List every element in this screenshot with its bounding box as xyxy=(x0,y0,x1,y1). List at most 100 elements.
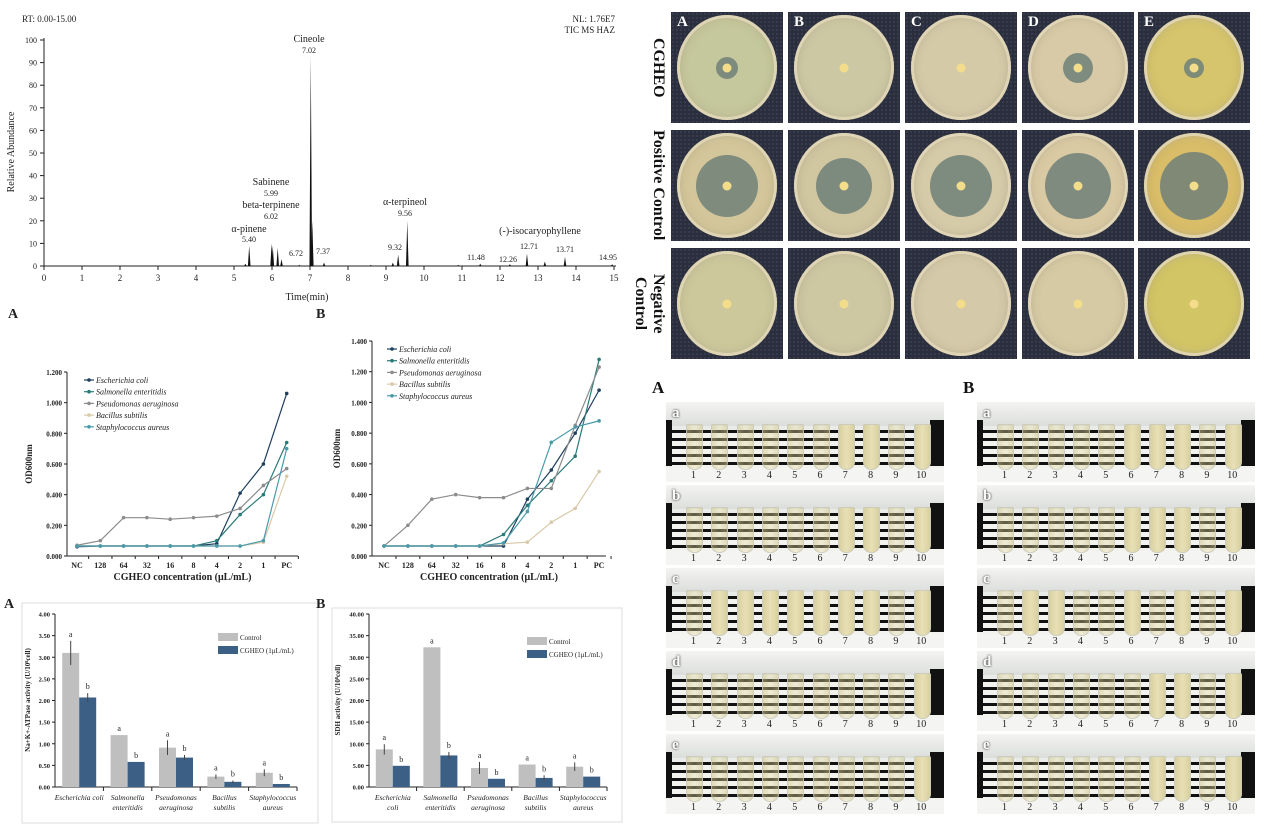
test-tube xyxy=(1098,590,1116,636)
tube-number: 7 xyxy=(1153,719,1159,730)
category-label: subtilis xyxy=(214,803,236,812)
test-tube xyxy=(686,673,703,719)
data-point-pseudomonas xyxy=(121,515,126,520)
bar-cgheo_bar xyxy=(272,783,290,787)
tube-number: 2 xyxy=(1027,719,1033,730)
petri-dish xyxy=(1144,15,1244,120)
test-tube xyxy=(1224,756,1242,802)
chromatogram-peak xyxy=(396,254,400,266)
peak-compound-label: Cineole xyxy=(293,34,325,45)
tube-number: 3 xyxy=(741,636,747,647)
tube-number: 1 xyxy=(1002,719,1007,730)
y-tick-label: 0.400 xyxy=(46,492,62,500)
tube-row-photo: 1 2 3 4 5 6 7 8 9 10 e xyxy=(666,734,944,814)
data-point-staph xyxy=(191,544,196,548)
test-tube xyxy=(837,590,855,636)
agar-plate-photo xyxy=(671,248,783,359)
significance-letter: a xyxy=(383,733,387,742)
x-tick-label: 2 xyxy=(118,273,123,283)
data-point-ecoli xyxy=(525,497,530,501)
test-tube xyxy=(1022,673,1040,719)
test-tube xyxy=(1047,756,1065,802)
test-tube xyxy=(1148,756,1166,802)
test-tube xyxy=(1224,673,1242,719)
chromatogram-peak xyxy=(563,256,567,266)
x-tick-label: 4 xyxy=(215,561,219,570)
peak-compound-label: (-)-isocaryophyllene xyxy=(499,226,581,237)
tube-number: 1 xyxy=(1002,802,1007,813)
tube-number: 3 xyxy=(741,719,747,730)
paper-disk xyxy=(1073,63,1083,72)
tube-row-label: c xyxy=(672,571,679,587)
test-tube xyxy=(1199,424,1217,470)
test-tube xyxy=(888,590,906,636)
test-tube xyxy=(997,756,1014,802)
category-label: Staphylococcus xyxy=(249,793,296,802)
significance-letter: b xyxy=(183,744,187,753)
tube-number: 8 xyxy=(1179,470,1185,481)
y-tick-label: 90 xyxy=(29,59,37,68)
x-tick-label: 12 xyxy=(496,273,505,283)
significance-letter: b xyxy=(542,764,546,773)
y-axis-label: Na+K+-ATPase activity (U/10⁸cell) xyxy=(24,648,32,752)
test-tube xyxy=(837,673,855,719)
data-point-salmonella xyxy=(573,454,577,458)
data-point-pseudomonas xyxy=(406,523,410,528)
agar-plate-photo xyxy=(788,130,900,241)
test-tube xyxy=(1098,507,1116,553)
tube-number: 2 xyxy=(1027,802,1033,813)
x-tick-label: 7 xyxy=(308,273,313,283)
y-tick-label: 1.200 xyxy=(46,369,62,377)
data-point-salmonella xyxy=(549,478,554,483)
peak-rt-label: 5.40 xyxy=(242,235,256,244)
data-point-ecoli xyxy=(238,491,242,495)
bar-control_bar xyxy=(159,747,176,787)
tube-number: 1 xyxy=(1002,553,1007,564)
data-point-pseudomonas xyxy=(215,514,219,518)
petri-dish xyxy=(911,133,1011,238)
tube-number: 8 xyxy=(868,802,874,813)
data-point-staph xyxy=(430,544,434,548)
tube-number: 10 xyxy=(916,470,927,481)
agar-plate-photo xyxy=(1138,130,1250,241)
data-point-pseudomonas xyxy=(191,515,196,520)
y-tick-label: 35.00 xyxy=(349,633,364,640)
plate-column-label: B xyxy=(794,14,805,30)
test-tube xyxy=(812,507,830,553)
series-line-bacillus xyxy=(77,476,288,547)
significance-letter: a xyxy=(214,763,218,772)
tube-number: 9 xyxy=(1204,802,1210,813)
test-tube xyxy=(1199,756,1217,802)
chromatogram-peak xyxy=(610,264,614,266)
petri-dish xyxy=(794,251,894,356)
x-tick-label: 8 xyxy=(502,561,506,570)
data-point-staph xyxy=(597,419,601,423)
test-tube xyxy=(913,756,931,802)
tube-number: 7 xyxy=(842,636,848,647)
data-point-bacillus xyxy=(284,474,289,479)
plate-column-label: D xyxy=(1028,14,1039,30)
x-tick-label: 6 xyxy=(270,273,275,283)
test-tube xyxy=(812,424,830,470)
data-point-staph xyxy=(382,544,386,548)
test-tube xyxy=(686,424,703,470)
chromatogram-header-scan: TIC MS HAZ xyxy=(564,25,615,35)
petri-dish xyxy=(1028,251,1128,356)
peak-rt-label: 12.26 xyxy=(499,255,517,264)
data-point-staph xyxy=(453,544,458,548)
tube-number: 7 xyxy=(1153,553,1159,564)
tube-number: 10 xyxy=(916,636,927,647)
legend-label: CGHEO (1μL/mL) xyxy=(549,651,603,659)
test-tube xyxy=(686,590,703,636)
tube-number: 1 xyxy=(691,719,696,730)
x-tick-label: NC xyxy=(378,561,390,570)
y-tick-label: 0.200 xyxy=(46,522,62,530)
tube-number: 7 xyxy=(842,470,848,481)
x-tick-label: 1 xyxy=(573,561,577,570)
test-tube xyxy=(1072,590,1090,636)
y-tick-label: 0.600 xyxy=(351,461,367,469)
bar-cgheo_bar xyxy=(488,778,505,787)
bar-cgheo_bar xyxy=(224,781,242,787)
agar-plate-photo xyxy=(1138,248,1250,359)
